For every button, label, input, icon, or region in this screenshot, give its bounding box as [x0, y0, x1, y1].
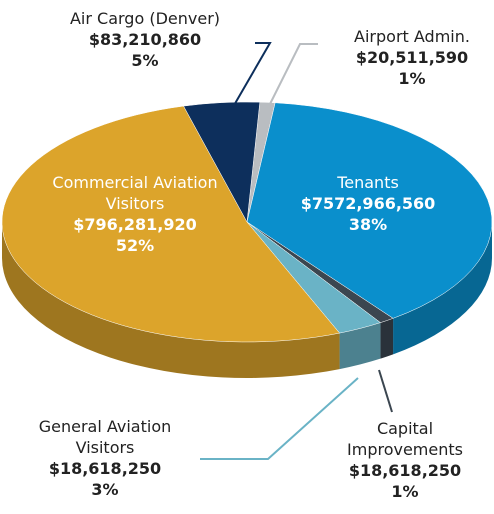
leader-line	[200, 377, 359, 460]
label-pct: 5%	[131, 51, 159, 70]
label-name: Commercial Aviation Visitors	[52, 173, 218, 213]
leader-line	[269, 43, 318, 105]
pie	[1, 101, 493, 379]
label-name: Tenants	[337, 173, 399, 192]
label-name: Capital Improvements	[347, 419, 463, 459]
label-amt: $20,511,590	[355, 48, 469, 67]
label-name: General Aviation Visitors	[38, 417, 172, 457]
slice-label: Commercial Aviation Visitors $796,281,920…	[48, 172, 223, 256]
leader-line	[378, 369, 393, 413]
leader-line	[232, 42, 272, 108]
slice-side	[380, 318, 394, 359]
label-name: Airport Admin.	[354, 27, 470, 46]
label-pct: 38%	[348, 215, 388, 234]
slice	[246, 102, 493, 319]
label-pct: 52%	[115, 236, 155, 255]
label-pct: 1%	[398, 69, 426, 88]
label-amt: $796,281,920	[73, 215, 197, 234]
slice	[1, 105, 341, 343]
slice-side	[393, 222, 492, 355]
slice-label: Airport Admin. $20,511,590 1%	[327, 26, 494, 89]
label-amt: $18,618,250	[348, 461, 462, 480]
label-amt: $7572,966,560	[300, 194, 436, 213]
slice-side	[2, 222, 340, 379]
slice-side	[339, 322, 381, 370]
label-amt: $83,210,860	[88, 30, 202, 49]
slice	[183, 101, 261, 223]
label-pct: 3%	[91, 480, 119, 499]
slice-label: General Aviation Visitors $18,618,250 3%	[20, 416, 190, 500]
label-amt: $18,618,250	[48, 459, 162, 478]
slice-label: Tenants $7572,966,560 38%	[268, 172, 468, 235]
label-name: Air Cargo (Denver)	[69, 9, 221, 28]
label-pct: 1%	[391, 482, 419, 501]
slice-label: Capital Improvements $18,618,250 1%	[330, 418, 480, 502]
slice-label: Air Cargo (Denver) $83,210,860 5%	[35, 8, 255, 71]
